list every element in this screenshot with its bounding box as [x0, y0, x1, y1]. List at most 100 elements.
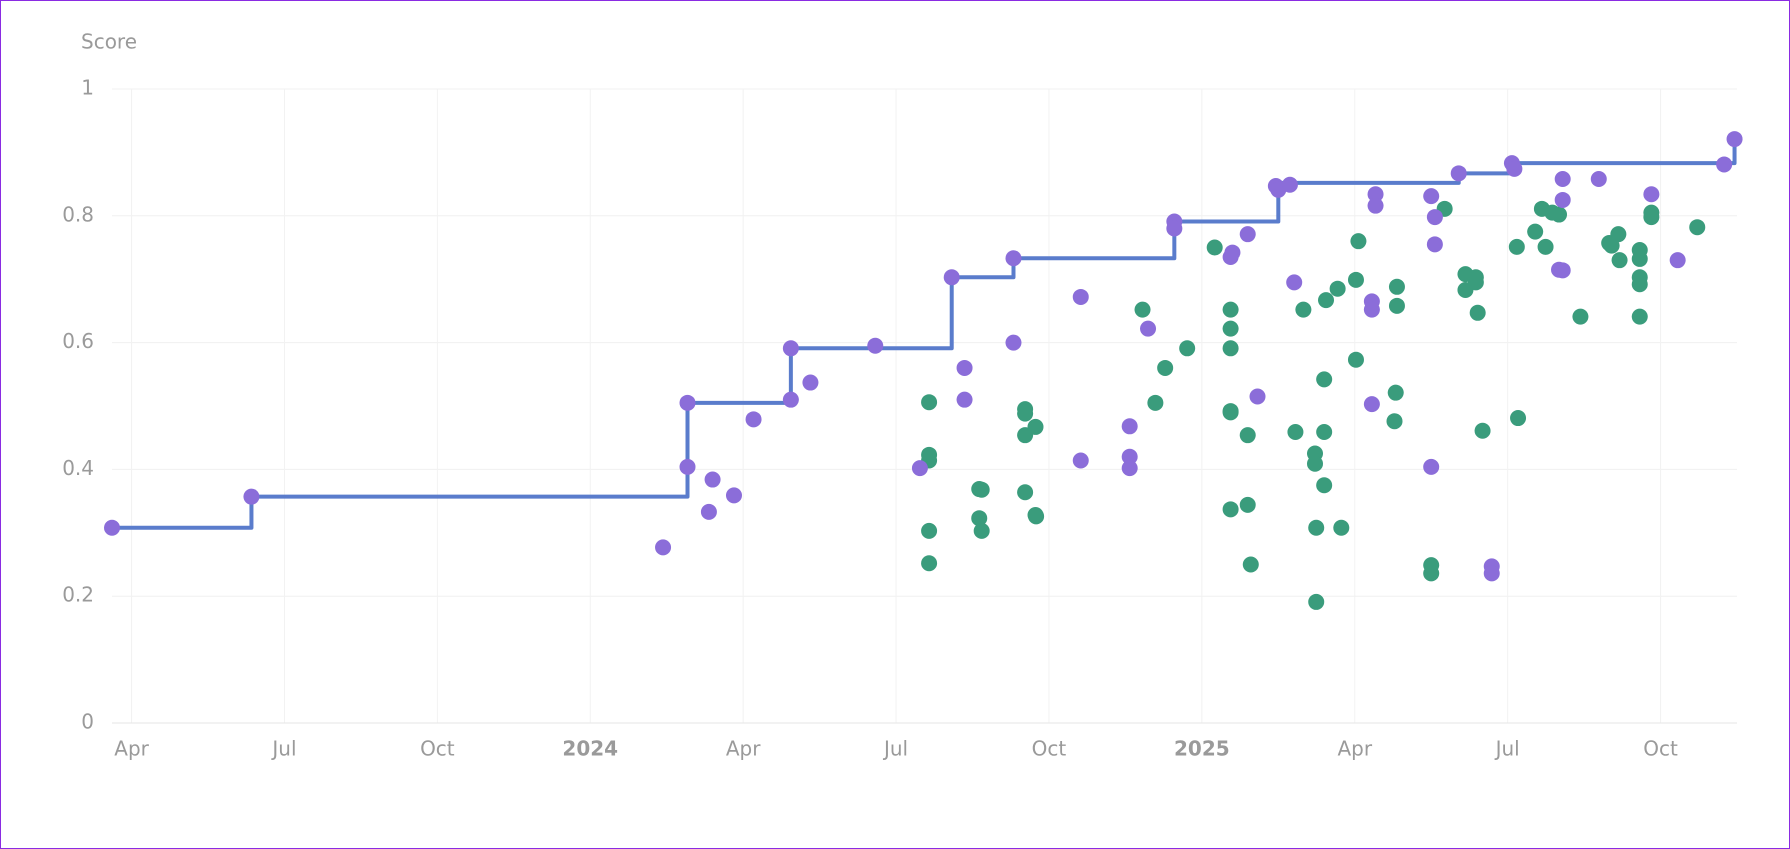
- point: [1166, 220, 1183, 237]
- point: [700, 503, 717, 520]
- point: [725, 487, 742, 504]
- x-tick-label: Oct: [420, 737, 455, 761]
- x-tick-label: Apr: [114, 737, 149, 761]
- point: [1072, 288, 1089, 305]
- point: [1347, 271, 1364, 288]
- point: [1027, 418, 1044, 435]
- point: [1224, 244, 1241, 261]
- point: [921, 555, 938, 572]
- point: [782, 391, 799, 408]
- point: [1611, 252, 1628, 269]
- point: [1072, 452, 1089, 469]
- point: [1610, 226, 1627, 243]
- point: [1506, 160, 1523, 177]
- point: [1287, 423, 1304, 440]
- point: [1028, 508, 1045, 525]
- x-tick-label: 2025: [1174, 737, 1230, 761]
- point: [1537, 238, 1554, 255]
- point: [973, 481, 990, 498]
- x-tick-label: Apr: [1337, 737, 1372, 761]
- point: [867, 337, 884, 354]
- point: [704, 471, 721, 488]
- y-tick-label: 0.2: [62, 583, 94, 607]
- point: [956, 391, 973, 408]
- point: [971, 510, 988, 527]
- x-tick-label: Oct: [1032, 737, 1067, 761]
- point: [1121, 418, 1138, 435]
- point: [1281, 176, 1298, 193]
- point: [1005, 334, 1022, 351]
- point: [1333, 519, 1350, 536]
- point: [655, 539, 672, 556]
- point: [1643, 209, 1660, 226]
- point: [1222, 340, 1239, 357]
- point: [1222, 404, 1239, 421]
- point: [1316, 477, 1333, 494]
- point: [1121, 460, 1138, 477]
- point: [1121, 448, 1138, 465]
- x-tick-label: Jul: [1494, 737, 1520, 761]
- point: [1388, 297, 1405, 314]
- point: [1307, 455, 1324, 472]
- point: [1474, 422, 1491, 439]
- point: [1017, 405, 1034, 422]
- point: [1631, 308, 1648, 325]
- point: [1590, 171, 1607, 188]
- y-axis-label: Score: [81, 30, 137, 54]
- point: [1367, 197, 1384, 214]
- point: [1367, 186, 1384, 203]
- point: [1554, 191, 1571, 208]
- point: [921, 394, 938, 411]
- point: [1423, 188, 1440, 205]
- point: [745, 411, 762, 428]
- point: [679, 458, 696, 475]
- point: [243, 488, 260, 505]
- point: [1157, 359, 1174, 376]
- point: [1295, 301, 1312, 318]
- point: [1239, 226, 1256, 243]
- point: [1206, 239, 1223, 256]
- point: [1239, 496, 1256, 513]
- point: [1572, 308, 1589, 325]
- x-tick-label: Jul: [882, 737, 908, 761]
- point: [1643, 186, 1660, 203]
- y-tick-label: 1: [81, 76, 94, 100]
- point: [1386, 413, 1403, 430]
- x-tick-label: Oct: [1643, 737, 1678, 761]
- point: [1450, 165, 1467, 182]
- point: [1669, 252, 1686, 269]
- point: [1363, 301, 1380, 318]
- point: [1467, 274, 1484, 291]
- point: [1140, 320, 1157, 337]
- x-tick-label: 2024: [562, 737, 618, 761]
- point: [973, 522, 990, 539]
- x-tick-label: Apr: [726, 737, 761, 761]
- point: [1179, 340, 1196, 357]
- point: [1510, 410, 1527, 427]
- point: [1308, 519, 1325, 536]
- point: [1017, 484, 1034, 501]
- point: [782, 340, 799, 357]
- point: [1527, 223, 1544, 240]
- point: [1726, 131, 1743, 148]
- point: [1554, 171, 1571, 188]
- point: [1551, 206, 1568, 223]
- point: [1350, 233, 1367, 250]
- point: [1242, 556, 1259, 573]
- point: [802, 374, 819, 391]
- point: [1222, 501, 1239, 518]
- point: [1716, 156, 1733, 173]
- y-tick-label: 0.6: [62, 329, 94, 353]
- point: [921, 522, 938, 539]
- point: [943, 269, 960, 286]
- point: [911, 460, 928, 477]
- point: [956, 359, 973, 376]
- point: [1423, 565, 1440, 582]
- point: [1239, 427, 1256, 444]
- point: [1631, 250, 1648, 267]
- point: [1147, 394, 1164, 411]
- point: [1222, 301, 1239, 318]
- y-tick-label: 0: [81, 710, 94, 734]
- point: [1316, 371, 1333, 388]
- point: [1689, 219, 1706, 236]
